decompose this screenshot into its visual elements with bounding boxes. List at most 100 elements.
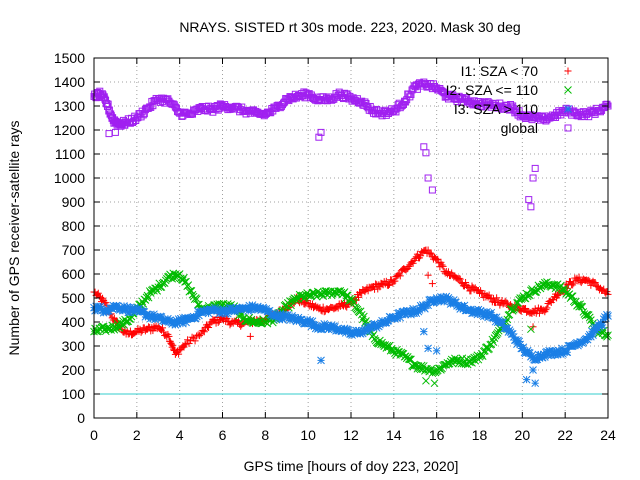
data-point <box>478 352 487 361</box>
outlier-point <box>529 366 537 374</box>
data-point <box>323 305 331 313</box>
data-point <box>485 344 493 353</box>
outlier-point <box>529 174 537 182</box>
data-point <box>372 280 380 288</box>
data-point <box>495 298 503 306</box>
data-point <box>397 102 405 110</box>
data-point <box>359 312 368 321</box>
outlier-point <box>525 196 533 204</box>
data-point <box>476 351 485 360</box>
y-tick-label: 1400 <box>54 74 85 90</box>
y-tick-label: 1200 <box>54 122 85 138</box>
data-point <box>438 261 446 269</box>
data-point <box>319 303 327 311</box>
series-layer <box>90 78 612 388</box>
data-point <box>402 98 410 106</box>
x-tick-label: 24 <box>600 427 616 443</box>
y-tick-label: 900 <box>62 194 86 210</box>
outlier-point <box>522 375 531 384</box>
data-point <box>184 281 193 289</box>
data-point <box>175 350 183 358</box>
data-point <box>182 277 190 286</box>
data-point <box>485 291 493 299</box>
data-point <box>131 329 139 337</box>
data-point <box>584 311 593 319</box>
legend-marker <box>564 67 572 75</box>
data-point <box>603 288 611 296</box>
data-point <box>406 93 414 101</box>
data-point <box>188 333 196 341</box>
data-point <box>388 276 396 284</box>
legend-label: global <box>501 120 538 136</box>
data-point <box>392 108 400 116</box>
data-point <box>382 277 390 285</box>
data-point <box>386 280 394 288</box>
data-point <box>434 255 442 263</box>
data-point <box>488 335 497 344</box>
outlier-point <box>527 203 535 211</box>
x-tick-label: 22 <box>557 427 573 443</box>
data-point <box>189 292 198 301</box>
data-point <box>408 86 416 94</box>
data-point <box>410 360 419 369</box>
x-tick-label: 10 <box>300 427 316 443</box>
outlier-point <box>424 174 432 182</box>
axis-ticks: 0 2 4 6 8 10 12 14 16 18 20 22 240100200300400500600… <box>54 50 616 443</box>
data-point <box>496 301 504 309</box>
data-point <box>292 295 301 304</box>
x-tick-label: 8 <box>261 427 269 443</box>
data-point <box>126 315 135 323</box>
data-point <box>585 313 594 322</box>
data-point <box>474 355 483 364</box>
data-point <box>169 341 177 349</box>
y-tick-label: 1500 <box>54 50 85 66</box>
outlier-point <box>432 346 441 355</box>
legend-marker <box>564 105 572 113</box>
data-point <box>603 332 611 341</box>
data-point <box>200 328 208 336</box>
legend-marker <box>564 86 572 94</box>
data-point <box>103 102 111 110</box>
data-point <box>543 304 551 312</box>
y-tick-label: 700 <box>62 242 86 258</box>
data-point <box>468 282 476 290</box>
data-point <box>112 324 121 333</box>
y-tick-label: 300 <box>62 338 86 354</box>
data-point <box>159 324 167 332</box>
legend-marker <box>564 124 572 132</box>
data-point <box>569 281 577 289</box>
data-point <box>191 337 199 345</box>
outlier-point <box>424 344 432 353</box>
outlier-point <box>428 280 436 288</box>
data-point <box>503 315 512 324</box>
data-point <box>461 360 470 368</box>
data-point <box>205 324 213 332</box>
y-tick-label: 200 <box>62 362 86 378</box>
x-tick-label: 16 <box>429 427 445 443</box>
data-point <box>603 310 611 319</box>
data-point <box>493 294 501 302</box>
data-point <box>141 296 150 304</box>
data-point <box>444 268 452 276</box>
data-point <box>169 269 178 278</box>
data-point <box>455 274 463 282</box>
data-point <box>172 104 180 112</box>
data-point <box>169 345 177 353</box>
data-point <box>575 273 583 281</box>
x-tick-label: 14 <box>386 427 402 443</box>
data-point <box>589 331 597 340</box>
data-point <box>391 277 399 285</box>
data-point <box>160 279 169 288</box>
outlier-point <box>430 379 439 388</box>
data-point <box>110 325 119 334</box>
data-point <box>185 340 193 348</box>
outlier-point <box>317 128 325 136</box>
data-point <box>356 307 365 316</box>
data-point <box>406 355 414 364</box>
legend: I1: SZA < 70 I2: SZA <= 110 I3: SZA > 110 g… <box>446 63 572 136</box>
data-point <box>149 102 157 110</box>
data-point <box>581 311 590 320</box>
data-point <box>269 107 277 115</box>
outlier-point <box>422 376 430 385</box>
